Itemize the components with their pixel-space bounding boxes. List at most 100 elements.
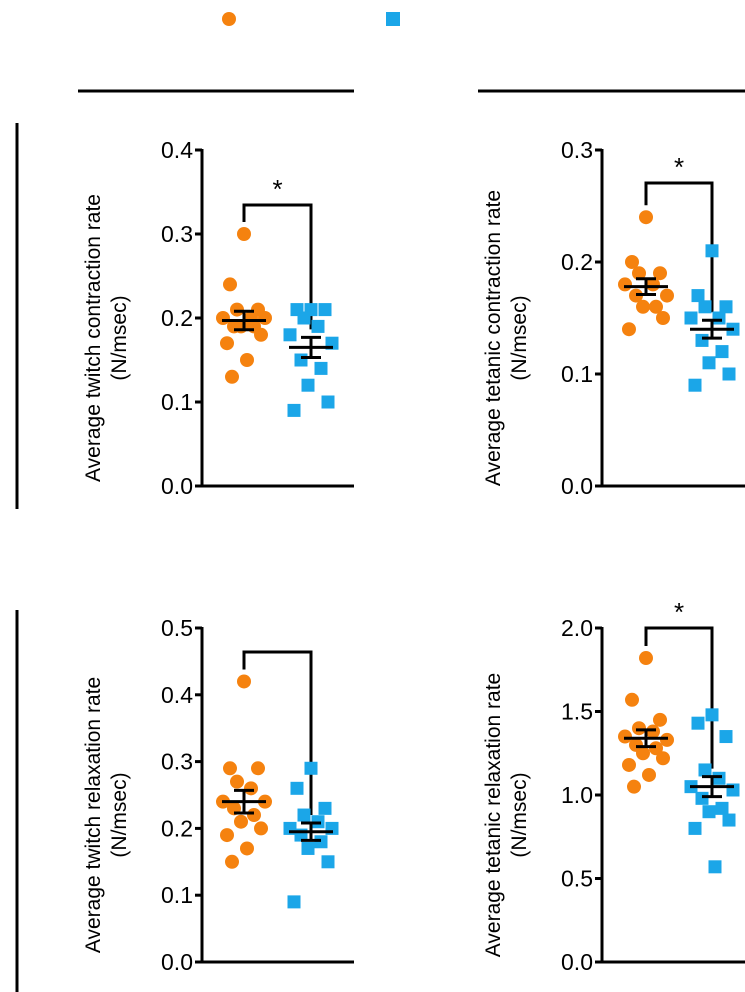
y-tick-label: 0.0 (561, 949, 593, 975)
data-point-circle (622, 757, 636, 772)
y-axis-label: (N/msec) (508, 295, 531, 380)
data-point-square (715, 345, 729, 359)
data-point-circle (230, 302, 244, 317)
y-axis-label: (N/msec) (508, 772, 531, 857)
data-point-circle (653, 712, 667, 727)
significance-label: * (674, 152, 684, 182)
data-point-circle (649, 299, 663, 314)
data-point-circle (636, 299, 650, 314)
data-point-square (695, 333, 709, 347)
data-point-circle (223, 277, 237, 292)
data-point-square (684, 311, 698, 325)
data-point-circle (656, 311, 670, 325)
y-tick-label: 1.5 (561, 699, 593, 725)
y-tick-label: 0.5 (561, 866, 593, 892)
significance-label: * (674, 597, 684, 627)
panel-twitch-relaxation: 0.0 0.1 0.2 0.3 0.4 0.5 Average twitch relaxat… (82, 615, 354, 975)
y-tick-label: 0.3 (161, 221, 193, 247)
y-axis-label: Average twitch relaxation rate (82, 677, 105, 953)
data-point-square (722, 813, 736, 827)
significance-bracket (242, 650, 313, 816)
data-point-circle (244, 781, 258, 796)
data-point-circle (234, 814, 248, 829)
data-point-circle (625, 255, 639, 269)
data-point-circle (223, 761, 237, 776)
data-point-circle (653, 266, 667, 281)
data-point-square (321, 855, 335, 869)
data-point-square (698, 300, 712, 314)
data-point-circle (247, 808, 261, 823)
data-point-circle (240, 353, 254, 367)
y-axis-label: Average twitch contraction rate (82, 194, 105, 482)
data-point-circle (649, 741, 663, 756)
y-axis-label: (N/msec) (108, 295, 131, 380)
legend (222, 12, 400, 26)
data-point-circle (618, 277, 632, 292)
data-point-circle (254, 821, 268, 836)
data-point-square (294, 353, 308, 367)
data-point-square (691, 716, 705, 730)
data-point-square (283, 328, 297, 342)
data-point-square (688, 378, 702, 392)
data-point-circle (646, 724, 660, 739)
data-point-square (318, 303, 332, 317)
y-axis-label: Average tetanic contraction rate (482, 190, 505, 486)
data-point-square (311, 319, 325, 333)
y-tick-label: 0.1 (561, 361, 593, 387)
data-point-square (695, 791, 709, 805)
data-point-circle (639, 651, 653, 666)
data-point-circle (225, 369, 239, 384)
data-point-square (297, 808, 311, 822)
data-point-square (719, 300, 733, 314)
panel-tetanic-relaxation: 0.0 0.5 1.0 1.5 2.0 Average tetanic relaxatio… (482, 597, 745, 975)
data-point-circle (258, 311, 272, 325)
y-tick-label: 0.1 (161, 389, 193, 415)
data-point-square (708, 860, 722, 874)
significance-bracket (644, 626, 714, 769)
y-tick-label: 0.1 (161, 882, 193, 908)
data-point-circle (237, 227, 251, 241)
y-axis-label: Average tetanic relaxation rate (482, 673, 505, 957)
y-tick-label: 0.0 (161, 949, 193, 975)
panel-tetanic-contraction: 0.0 0.1 0.2 0.3 Average tetanic contraction … (482, 137, 745, 499)
data-point-circle (660, 288, 674, 303)
data-point-circle (230, 774, 244, 789)
y-tick-label: 0.3 (561, 137, 593, 163)
data-point-circle (240, 841, 254, 856)
data-point-circle (237, 674, 251, 689)
data-point-square (712, 311, 726, 325)
panel-twitch-contraction: 0.0 0.1 0.2 0.3 0.4 Average twitch contractio… (82, 137, 354, 499)
data-point-circle (220, 336, 234, 351)
y-tick-label: 0.2 (161, 815, 193, 841)
data-point-circle (627, 779, 641, 794)
data-point-square (287, 403, 301, 417)
data-point-circle (632, 266, 646, 281)
data-point-square (290, 781, 304, 795)
data-point-circle (220, 828, 234, 843)
y-tick-label: 0.0 (561, 473, 593, 499)
data-point-circle (225, 854, 239, 869)
y-tick-label: 0.5 (161, 615, 193, 641)
legend-marker-square (386, 12, 400, 26)
data-point-circle (625, 692, 639, 707)
data-point-square (691, 289, 705, 303)
data-point-square (712, 771, 726, 785)
y-tick-label: 0.2 (161, 305, 193, 331)
data-point-square (722, 367, 736, 381)
y-tick-label: 0.4 (161, 682, 193, 708)
data-point-square (719, 730, 733, 744)
legend-marker-circle (222, 12, 236, 26)
y-tick-label: 0.2 (561, 249, 593, 275)
y-tick-label: 0.4 (161, 137, 193, 163)
data-point-square (301, 841, 315, 855)
y-tick-label: 1.0 (561, 782, 593, 808)
y-tick-label: 0.0 (161, 473, 193, 499)
data-point-circle (622, 322, 636, 337)
data-point-square (321, 395, 335, 409)
data-point-circle (639, 210, 653, 225)
data-point-circle (660, 732, 674, 747)
y-axis-label: (N/msec) (108, 772, 131, 857)
y-tick-label: 2.0 (561, 615, 593, 641)
data-point-circle (636, 746, 650, 761)
